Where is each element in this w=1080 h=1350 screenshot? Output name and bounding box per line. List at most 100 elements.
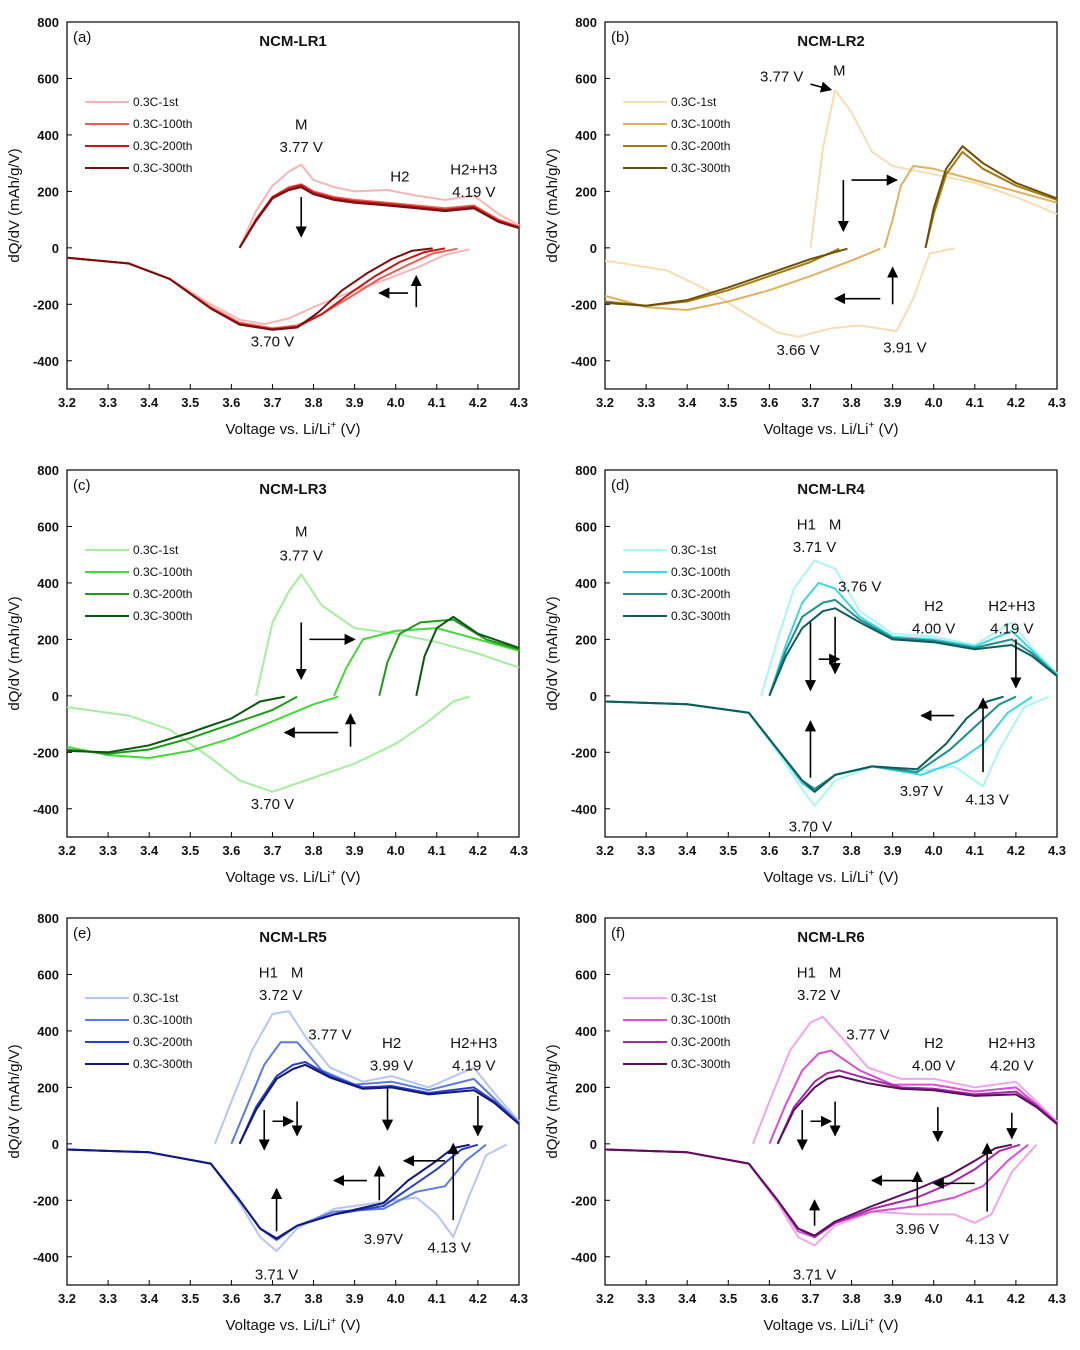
annotation-label: 4.00 V [912, 621, 955, 638]
y-tick-label: 600 [37, 71, 59, 86]
x-tick-label: 4.3 [510, 395, 528, 410]
annotation-label: H1 [797, 964, 816, 981]
series-line-1-discharge [604, 695, 1050, 807]
annotation-label: 4.00 V [912, 1057, 955, 1074]
x-tick-label: 4.3 [1048, 1291, 1066, 1306]
series-line-1-charge [809, 88, 1058, 248]
series-line-1-charge [760, 559, 1058, 697]
y-axis-label: dQ/dV (mAh/g/V) [6, 596, 23, 710]
annotation-label: 3.77 V [760, 68, 803, 85]
annotation-label: 3.77 V [846, 1026, 889, 1043]
annotation-label: H2+H3 [450, 161, 497, 178]
series-line-1-discharge [604, 247, 955, 338]
x-tick-label: 4.2 [469, 1291, 487, 1306]
x-tick-label: 3.8 [843, 1291, 861, 1306]
y-tick-label: 400 [37, 128, 59, 143]
legend-label: 0.3C-300th [671, 1057, 730, 1071]
x-tick-label: 3.5 [181, 843, 199, 858]
plot-frame [604, 21, 1058, 390]
x-tick-label: 4.0 [925, 843, 943, 858]
annotation-label: M [295, 523, 308, 540]
series-line-4-discharge [66, 1143, 470, 1240]
y-tick-label: 0 [52, 241, 59, 256]
x-tick-label: 3.9 [884, 843, 902, 858]
plot-frame [604, 469, 1058, 838]
series-line-3-charge [776, 1069, 1058, 1145]
x-tick-label: 4.0 [387, 395, 405, 410]
legend-label: 0.3C-200th [133, 1035, 192, 1049]
chart-panel-4: 3.2 3.3 3.4 3.5 3.6 3.7 3.8 3.9 4.0 4.1 4.2 4.3 -400… [544, 463, 1066, 886]
annotation-label: 4.20 V [990, 1057, 1033, 1074]
x-tick-label: 3.9 [346, 1291, 364, 1306]
chart-panel-3: 3.2 3.3 3.4 3.5 3.6 3.7 3.8 3.9 4.0 4.1 4.2 4.3 -400… [6, 463, 528, 886]
y-tick-label: 400 [37, 1024, 59, 1039]
series-line-4-charge [238, 1063, 520, 1145]
x-tick-label: 4.0 [925, 1291, 943, 1306]
x-tick-label: 3.7 [263, 395, 281, 410]
x-tick-label: 3.8 [305, 1291, 323, 1306]
chart-title: NCM-LR6 [797, 929, 865, 946]
chart-title: NCM-LR4 [797, 481, 865, 498]
series-line-4-charge [924, 145, 1058, 249]
y-tick-label: 800 [37, 463, 59, 478]
y-axis-label: dQ/dV (mAh/g/V) [544, 1044, 561, 1158]
series-line-3-discharge [604, 247, 840, 307]
x-tick-label: 4.3 [510, 1291, 528, 1306]
x-tick-label: 4.2 [1007, 843, 1025, 858]
panel-label: (a) [73, 29, 91, 46]
y-tick-label: -200 [571, 297, 597, 312]
y-tick-label: -200 [33, 1193, 59, 1208]
legend-label: 0.3C-300th [133, 609, 192, 623]
series-line-3-discharge [66, 695, 298, 755]
x-tick-label: 3.8 [843, 395, 861, 410]
x-tick-label: 3.6 [760, 843, 778, 858]
chart-title: NCM-LR2 [797, 33, 865, 50]
panel-label: (b) [611, 29, 629, 46]
chart-panel-1: 3.2 3.3 3.4 3.5 3.6 3.7 3.8 3.9 4.0 4.1 4.2 4.3 -400… [6, 15, 528, 438]
series-line-2-charge [333, 627, 520, 697]
annotation-label: 3.71 V [793, 539, 836, 556]
series-line-3-discharge [604, 1143, 1021, 1238]
y-tick-label: 400 [37, 576, 59, 591]
y-tick-label: 200 [575, 184, 597, 199]
annotation-label: 3.77 V [280, 139, 323, 156]
annotation-label: M [833, 63, 846, 80]
trend-arrow [810, 81, 833, 93]
series-line-2-discharge [604, 247, 881, 311]
annotation-label: 3.66 V [776, 342, 819, 359]
x-tick-label: 4.1 [428, 1291, 446, 1306]
y-tick-label: 200 [575, 1080, 597, 1095]
x-tick-label: 3.3 [99, 843, 117, 858]
x-tick-label: 3.9 [346, 843, 364, 858]
y-tick-label: -400 [33, 1250, 59, 1265]
y-tick-label: -400 [571, 354, 597, 369]
x-tick-label: 3.4 [140, 1291, 159, 1306]
x-tick-label: 4.0 [387, 843, 405, 858]
x-tick-label: 3.9 [884, 395, 902, 410]
x-tick-label: 4.1 [428, 395, 446, 410]
panel-label: (e) [73, 925, 91, 942]
y-tick-label: 800 [37, 911, 59, 926]
annotation-label: 3.71 V [793, 1266, 836, 1283]
chart-panel-2: 3.2 3.3 3.4 3.5 3.6 3.7 3.8 3.9 4.0 4.1 4.2 4.3 -400… [544, 15, 1066, 438]
series-line-4-charge [238, 186, 520, 249]
legend-label: 0.3C-100th [671, 117, 730, 131]
y-tick-label: 600 [37, 519, 59, 534]
y-tick-label: 400 [575, 1024, 597, 1039]
series-line-2-discharge [604, 695, 1033, 793]
y-tick-label: 800 [575, 463, 597, 478]
x-tick-label: 3.6 [760, 395, 778, 410]
series-line-2-discharge [604, 1143, 1029, 1238]
annotation-label: M [291, 964, 304, 981]
x-tick-label: 3.6 [222, 395, 240, 410]
y-tick-label: 800 [575, 15, 597, 30]
x-tick-label: 3.4 [140, 395, 159, 410]
x-tick-label: 3.5 [719, 395, 737, 410]
annotation-label: 3.77 V [308, 1026, 351, 1043]
annotation-label: H2+H3 [450, 1035, 497, 1052]
panel-label: (f) [611, 925, 625, 942]
series-line-4-discharge [604, 247, 848, 307]
annotation-label: 3.77 V [280, 547, 323, 564]
plot-frame [66, 21, 520, 390]
